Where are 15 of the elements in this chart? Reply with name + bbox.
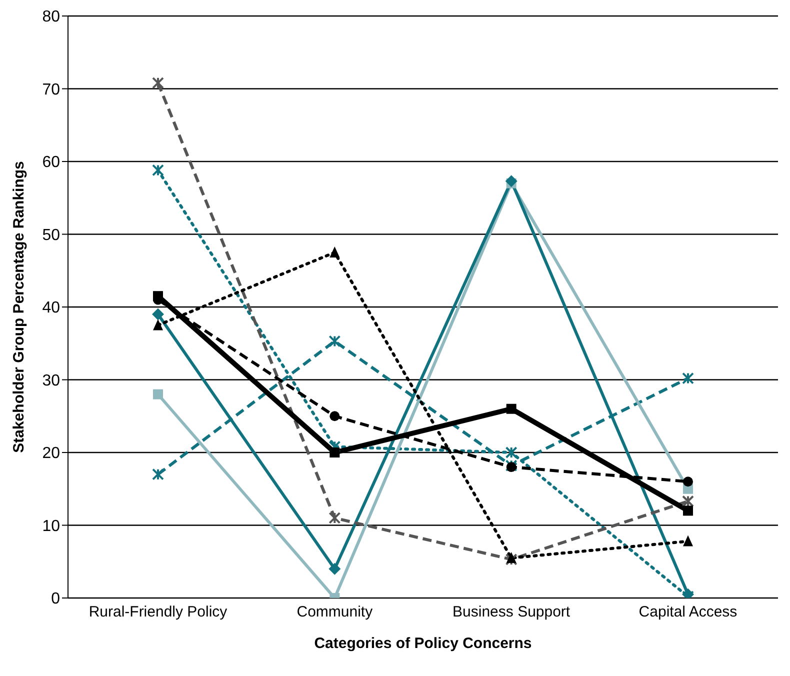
y-axis-title: Stakeholder Group Percentage Rankings (10, 161, 28, 453)
x-tick-label: Rural-Friendly Policy (88, 604, 228, 621)
y-tick-label: 0 (51, 590, 60, 608)
x-tick-label: Capital Access (638, 604, 738, 621)
x-tick-label: Business Support (452, 604, 571, 621)
y-tick-label: 80 (42, 8, 60, 26)
y-tick-label: 60 (42, 154, 60, 172)
y-tick-label: 40 (42, 300, 60, 317)
y-tick-label: 10 (42, 518, 60, 535)
x-axis-title: Categories of Policy Concerns (314, 635, 532, 652)
x-tick-label: Community (296, 604, 374, 621)
y-tick-label: 70 (42, 81, 60, 98)
y-tick-label: 30 (42, 372, 60, 390)
y-tick-label: 20 (42, 445, 60, 462)
y-tick-label: 50 (42, 226, 60, 244)
